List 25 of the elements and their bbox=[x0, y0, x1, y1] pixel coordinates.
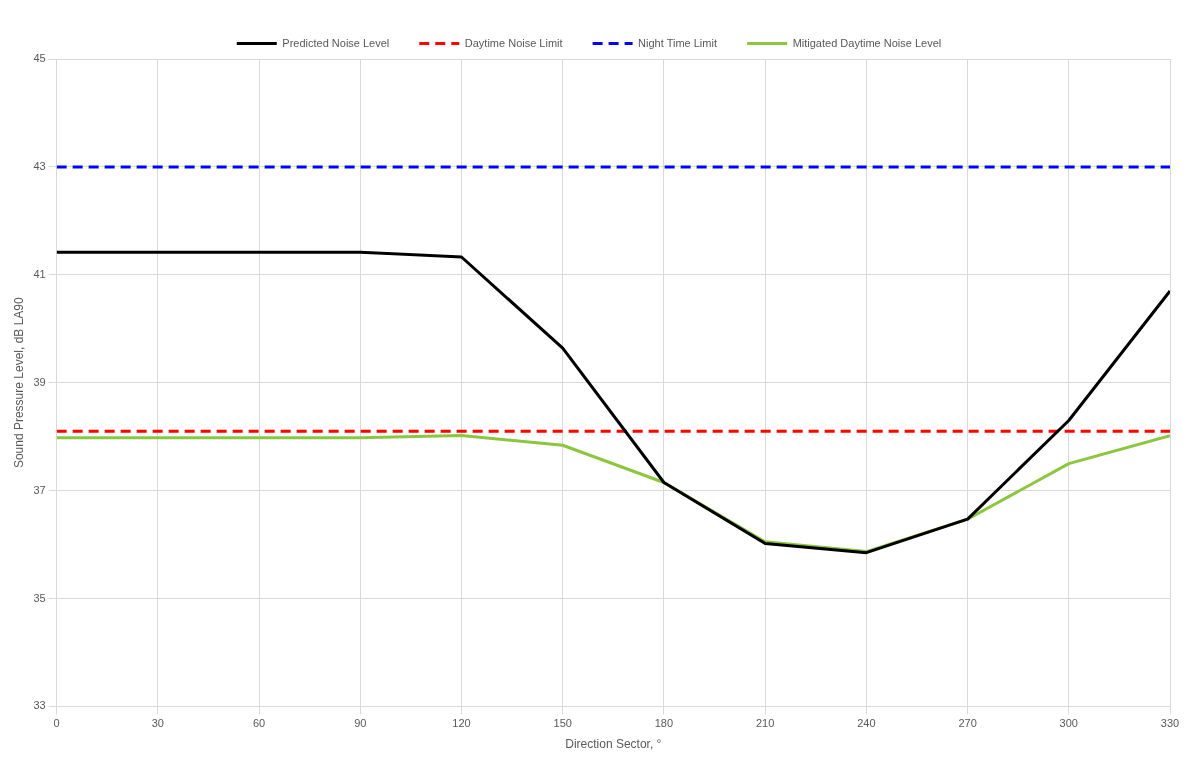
legend-label: Mitigated Daytime Noise Level bbox=[792, 36, 942, 49]
legend-label: Predicted Noise Level bbox=[282, 36, 390, 49]
y-tick-label: 35 bbox=[33, 591, 46, 604]
y-tick-label: 37 bbox=[33, 483, 46, 496]
x-tick-label: 120 bbox=[452, 717, 471, 730]
y-axis-title: Sound Pressure Level, dB LA90 bbox=[11, 296, 26, 469]
x-tick-label: 30 bbox=[151, 717, 164, 730]
y-tick-label: 41 bbox=[33, 267, 46, 280]
x-tick-label: 150 bbox=[553, 717, 572, 730]
y-tick-label: 43 bbox=[33, 159, 46, 172]
x-tick-label: 330 bbox=[1160, 717, 1180, 730]
legend-label: Night Time Limit bbox=[638, 36, 717, 49]
legend-label: Daytime Noise Limit bbox=[464, 36, 563, 49]
x-tick-label: 210 bbox=[755, 717, 775, 730]
y-tick-label: 45 bbox=[33, 52, 46, 65]
x-tick-label: 270 bbox=[958, 717, 977, 730]
x-tick-label: 300 bbox=[1059, 717, 1078, 730]
x-axis-title: Direction Sector, ° bbox=[565, 737, 662, 752]
x-tick-label: 60 bbox=[252, 717, 266, 730]
x-tick-label: 90 bbox=[354, 717, 367, 730]
y-tick-label: 33 bbox=[33, 699, 46, 712]
x-tick-label: 180 bbox=[654, 717, 674, 730]
x-tick-label: 0 bbox=[53, 717, 60, 730]
y-tick-label: 39 bbox=[33, 375, 46, 388]
x-tick-label: 240 bbox=[857, 717, 876, 730]
